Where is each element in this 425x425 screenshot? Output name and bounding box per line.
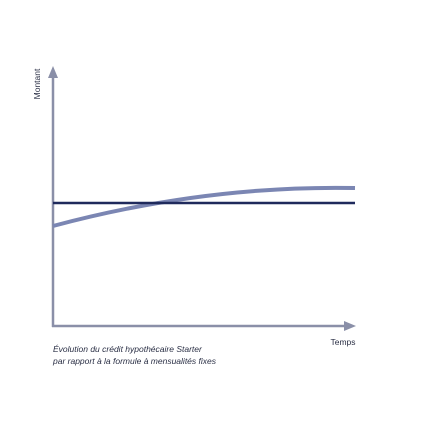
x-axis-arrow xyxy=(344,321,356,331)
caption-line: par rapport à la formule à mensualités f… xyxy=(52,356,217,366)
caption-line: Évolution du crédit hypothécaire Starter xyxy=(53,344,203,354)
y-axis-arrow xyxy=(48,66,58,78)
starter-curve xyxy=(52,185,356,228)
x-axis-label: Temps xyxy=(330,337,355,347)
y-axis-label: Montant xyxy=(32,68,42,99)
